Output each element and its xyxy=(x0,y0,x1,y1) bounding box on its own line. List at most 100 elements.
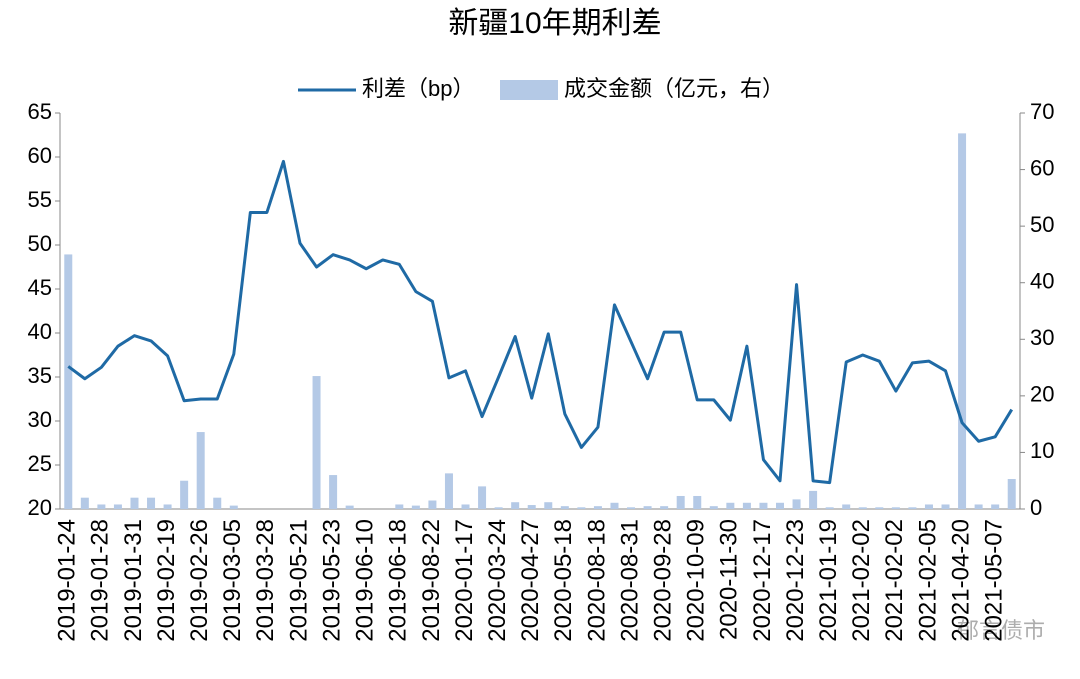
x-tick-label: 2019-05-23 xyxy=(318,519,345,642)
x-tick-label: 2020-08-31 xyxy=(616,519,643,642)
bar xyxy=(875,507,884,509)
y2-tick-label: 0 xyxy=(1030,495,1042,520)
bar xyxy=(660,506,669,509)
bar xyxy=(1007,479,1016,509)
x-tick-label: 2020-05-18 xyxy=(550,519,577,642)
bar xyxy=(130,497,139,509)
bar xyxy=(958,133,967,509)
x-tick-label: 2019-05-21 xyxy=(285,519,312,642)
legend-label: 成交金额（亿元，右） xyxy=(564,76,784,101)
bar xyxy=(991,504,1000,509)
bar xyxy=(577,507,586,509)
x-tick-label: 2021-04-20 xyxy=(947,519,974,642)
bar xyxy=(80,497,89,509)
bar xyxy=(147,497,156,509)
x-tick-label: 2021-02-05 xyxy=(914,519,941,642)
x-tick-label: 2020-11-30 xyxy=(716,519,743,640)
y2-tick-label: 50 xyxy=(1030,212,1054,237)
y-tick-label: 55 xyxy=(28,187,52,212)
bar xyxy=(461,504,470,509)
x-tick-label: 2020-04-27 xyxy=(517,519,544,642)
x-tick-label: 2019-02-26 xyxy=(186,519,213,642)
bar xyxy=(792,499,801,509)
x-tick-label: 2020-12-23 xyxy=(782,519,809,642)
y-tick-label: 50 xyxy=(28,231,52,256)
x-tick-label: 2019-06-18 xyxy=(385,519,412,642)
legend-swatch xyxy=(500,80,558,100)
bar xyxy=(776,502,784,509)
bar xyxy=(180,480,189,509)
x-tick-label: 2019-01-28 xyxy=(87,519,114,642)
y-tick-label: 25 xyxy=(28,451,52,476)
bar xyxy=(478,486,487,509)
bar xyxy=(444,473,453,509)
x-tick-label: 2019-02-19 xyxy=(153,519,180,642)
bar xyxy=(974,504,983,509)
bar xyxy=(229,505,238,509)
bar xyxy=(345,505,354,509)
bar xyxy=(395,504,404,509)
y2-tick-label: 20 xyxy=(1030,382,1054,407)
y2-tick-label: 60 xyxy=(1030,155,1054,180)
bar xyxy=(560,506,569,509)
x-tick-label: 2019-01-24 xyxy=(54,519,81,642)
y-tick-label: 35 xyxy=(28,363,52,388)
y2-tick-label: 70 xyxy=(1030,99,1054,124)
legend-label: 利差（bp） xyxy=(362,76,474,101)
bar xyxy=(213,497,222,509)
bar xyxy=(494,507,503,509)
y2-tick-label: 30 xyxy=(1030,325,1054,350)
x-tick-label: 2020-10-09 xyxy=(683,519,710,642)
bar xyxy=(196,432,205,509)
bar xyxy=(544,502,553,509)
x-tick-label: 2021-02-02 xyxy=(881,519,908,642)
bar xyxy=(113,504,122,509)
y-tick-label: 60 xyxy=(28,143,52,168)
y-tick-label: 40 xyxy=(28,319,52,344)
line xyxy=(67,159,1014,485)
bar xyxy=(163,504,172,509)
bar xyxy=(858,507,867,509)
y2-tick-label: 40 xyxy=(1030,269,1054,294)
bar xyxy=(97,504,106,509)
bar xyxy=(924,504,933,509)
x-tick-label: 2019-03-28 xyxy=(252,519,279,642)
bar xyxy=(759,502,768,509)
bar xyxy=(627,507,636,509)
bar xyxy=(842,504,851,509)
bar xyxy=(329,475,338,509)
x-tick-label: 2019-03-05 xyxy=(219,519,246,642)
bar xyxy=(643,506,652,509)
bar xyxy=(610,502,619,509)
x-tick-label: 2021-05-07 xyxy=(981,519,1008,642)
x-tick-label: 2020-03-24 xyxy=(484,519,511,642)
bar xyxy=(511,502,520,509)
y-tick-label: 65 xyxy=(28,99,52,124)
bar xyxy=(941,504,950,509)
x-tick-label: 2020-09-28 xyxy=(649,519,676,642)
x-tick-label: 2019-06-10 xyxy=(352,519,379,642)
y-tick-label: 45 xyxy=(28,275,52,300)
bar xyxy=(527,505,536,509)
y2-tick-label: 10 xyxy=(1030,438,1054,463)
bar xyxy=(709,506,718,509)
bar xyxy=(809,490,818,509)
x-tick-label: 2020-01-17 xyxy=(451,519,478,642)
chart-title: 新疆10年期利差 xyxy=(448,7,661,40)
x-tick-label: 2019-01-31 xyxy=(120,519,147,642)
x-tick-label: 2020-08-18 xyxy=(583,519,610,642)
bar xyxy=(908,507,917,509)
bar xyxy=(593,506,602,509)
bar xyxy=(64,254,73,509)
watermark: 郁言债市 xyxy=(957,618,1045,643)
bar xyxy=(693,495,702,509)
bar xyxy=(825,507,834,509)
x-tick-label: 2021-02-02 xyxy=(848,519,875,642)
bar xyxy=(891,507,900,509)
bar xyxy=(676,495,685,509)
bar xyxy=(742,502,751,509)
x-tick-label: 2020-12-17 xyxy=(749,519,776,642)
y-tick-label: 20 xyxy=(28,495,52,520)
y-tick-label: 30 xyxy=(28,407,52,432)
